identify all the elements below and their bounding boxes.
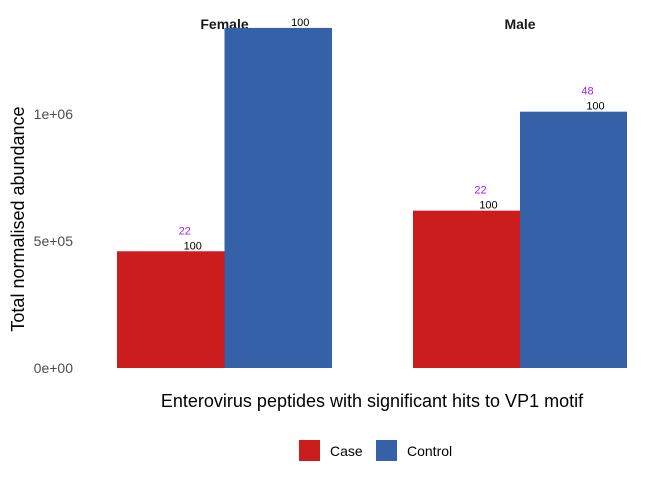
- legend-swatch-control: [376, 440, 397, 461]
- x-axis-title: Enterovirus peptides with significant hi…: [161, 391, 584, 411]
- legend-label-case: Case: [330, 443, 363, 459]
- bar-top-label: 22: [179, 225, 191, 237]
- y-axis-title: Total normalised abundance: [8, 106, 28, 331]
- facet-male: Male 100 22 100 48: [413, 16, 627, 368]
- facet-title: Male: [504, 16, 535, 32]
- legend-label-control: Control: [407, 443, 452, 459]
- y-tick-label: 5e+05: [34, 233, 74, 249]
- y-tick-label: 0e+00: [34, 360, 74, 376]
- bar-case: [413, 210, 520, 368]
- bar-control: [520, 111, 627, 368]
- bar-top-label: 22: [474, 185, 486, 197]
- bar-count-label: 100: [184, 240, 202, 252]
- legend-swatch-case: [299, 440, 320, 461]
- y-axis: 0e+00 5e+05 1e+06: [34, 106, 74, 376]
- legend: Case Control: [299, 440, 452, 461]
- bar-count-label: 100: [586, 101, 604, 113]
- bar-top-label: 48: [581, 86, 593, 98]
- bar-control: [224, 27, 332, 369]
- bar-count-label: 100: [291, 17, 309, 29]
- bar-case: [117, 251, 225, 368]
- bar-count-label: 100: [479, 200, 497, 212]
- y-tick-label: 1e+06: [34, 106, 74, 122]
